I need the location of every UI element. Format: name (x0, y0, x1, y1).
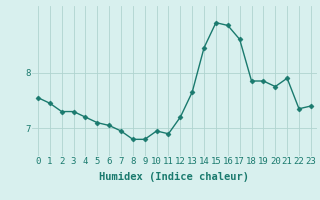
X-axis label: Humidex (Indice chaleur): Humidex (Indice chaleur) (100, 172, 249, 182)
